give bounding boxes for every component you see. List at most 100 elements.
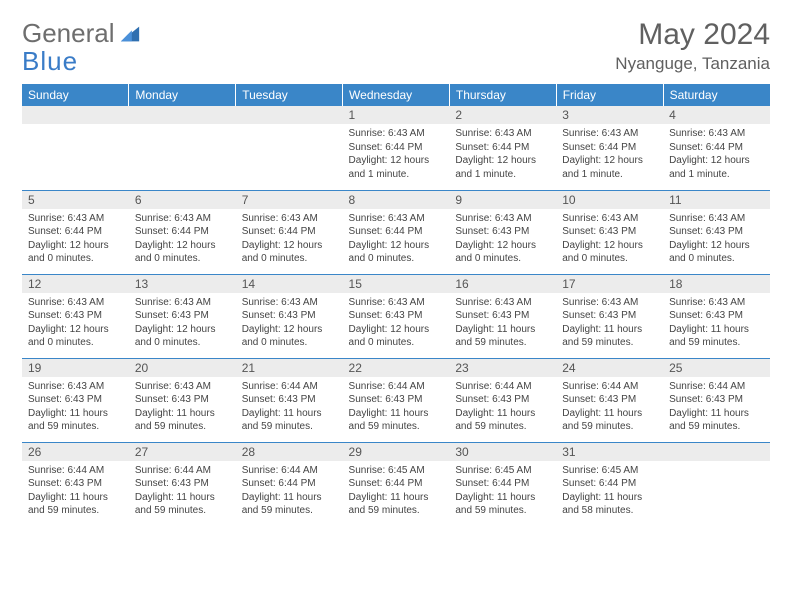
day-details: Sunrise: 6:43 AMSunset: 6:44 PMDaylight:…: [236, 209, 343, 272]
sunrise-text: Sunrise: 6:45 AM: [349, 464, 444, 478]
sunrise-text: Sunrise: 6:43 AM: [562, 212, 657, 226]
calendar-day-cell: [129, 106, 236, 190]
daylight-text: Daylight: 12 hours and 1 minute.: [669, 154, 764, 181]
daylight-text: Daylight: 12 hours and 0 minutes.: [135, 239, 230, 266]
brand-name-a: General: [22, 18, 115, 49]
calendar-day-cell: 6Sunrise: 6:43 AMSunset: 6:44 PMDaylight…: [129, 190, 236, 274]
day-details: Sunrise: 6:44 AMSunset: 6:43 PMDaylight:…: [236, 377, 343, 440]
day-number: [22, 106, 129, 124]
calendar-week-row: 19Sunrise: 6:43 AMSunset: 6:43 PMDayligh…: [22, 358, 770, 442]
day-number: 27: [129, 443, 236, 461]
day-details: Sunrise: 6:43 AMSunset: 6:44 PMDaylight:…: [129, 209, 236, 272]
calendar-day-cell: 12Sunrise: 6:43 AMSunset: 6:43 PMDayligh…: [22, 274, 129, 358]
sunset-text: Sunset: 6:44 PM: [349, 477, 444, 491]
calendar-day-cell: 29 Sunrise: 6:45 AMSunset: 6:44 PMDayligh…: [343, 442, 450, 526]
sunrise-text: Sunrise: 6:43 AM: [349, 296, 444, 310]
day-number: 19: [22, 359, 129, 377]
sunrise-text: Sunrise: 6:43 AM: [242, 212, 337, 226]
day-details: Sunrise: 6:43 AMSunset: 6:43 PMDaylight:…: [129, 293, 236, 356]
daylight-text: Daylight: 11 hours and 59 minutes.: [349, 407, 444, 434]
calendar-day-cell: 3Sunrise: 6:43 AMSunset: 6:44 PMDaylight…: [556, 106, 663, 190]
day-details: Sunrise: 6:45 AMSunset: 6:44 PMDaylight:…: [449, 461, 556, 524]
day-details: Sunrise: 6:43 AMSunset: 6:44 PMDaylight:…: [343, 209, 450, 272]
daylight-text: Daylight: 11 hours and 59 minutes.: [455, 407, 550, 434]
calendar-day-cell: 26Sunrise: 6:44 AMSunset: 6:43 PMDayligh…: [22, 442, 129, 526]
sunrise-text: Sunrise: 6:43 AM: [135, 212, 230, 226]
sunset-text: Sunset: 6:43 PM: [669, 309, 764, 323]
calendar-day-cell: 19Sunrise: 6:43 AMSunset: 6:43 PMDayligh…: [22, 358, 129, 442]
daylight-text: Daylight: 11 hours and 59 minutes.: [135, 407, 230, 434]
sunrise-text: Sunrise: 6:43 AM: [135, 380, 230, 394]
sunset-text: Sunset: 6:43 PM: [455, 393, 550, 407]
daylight-text: Daylight: 12 hours and 0 minutes.: [242, 239, 337, 266]
sunset-text: Sunset: 6:44 PM: [242, 225, 337, 239]
calendar-week-row: 12Sunrise: 6:43 AMSunset: 6:43 PMDayligh…: [22, 274, 770, 358]
day-details: Sunrise: 6:43 AMSunset: 6:43 PMDaylight:…: [22, 377, 129, 440]
day-number: 21: [236, 359, 343, 377]
brand-name-b: Blue: [22, 46, 78, 76]
calendar-day-cell: 17Sunrise: 6:43 AMSunset: 6:43 PMDayligh…: [556, 274, 663, 358]
daylight-text: Daylight: 12 hours and 1 minute.: [455, 154, 550, 181]
day-number: [663, 443, 770, 461]
sunrise-text: Sunrise: 6:43 AM: [669, 127, 764, 141]
calendar-day-cell: 15Sunrise: 6:43 AMSunset: 6:43 PMDayligh…: [343, 274, 450, 358]
day-details: [22, 124, 129, 133]
sunset-text: Sunset: 6:43 PM: [669, 225, 764, 239]
sunset-text: Sunset: 6:43 PM: [455, 309, 550, 323]
calendar-day-cell: 22Sunrise: 6:44 AMSunset: 6:43 PMDayligh…: [343, 358, 450, 442]
day-number: 1: [343, 106, 450, 124]
day-number: 22: [343, 359, 450, 377]
sunset-text: Sunset: 6:43 PM: [669, 393, 764, 407]
day-number: 25: [663, 359, 770, 377]
brand-logo: General: [22, 18, 145, 49]
daylight-text: Daylight: 11 hours and 59 minutes.: [28, 407, 123, 434]
sunrise-text: Sunrise: 6:44 AM: [28, 464, 123, 478]
header: General May 2024 Nyanguge, Tanzania: [22, 18, 770, 74]
sunset-text: Sunset: 6:44 PM: [28, 225, 123, 239]
day-number: 29: [343, 443, 450, 461]
daylight-text: Daylight: 12 hours and 1 minute.: [562, 154, 657, 181]
weekday-header: Wednesday: [343, 84, 450, 106]
calendar-day-cell: 7Sunrise: 6:43 AMSunset: 6:44 PMDaylight…: [236, 190, 343, 274]
day-number: 12: [22, 275, 129, 293]
calendar-day-cell: [236, 106, 343, 190]
daylight-text: Daylight: 11 hours and 59 minutes.: [349, 491, 444, 518]
daylight-text: Daylight: 12 hours and 0 minutes.: [135, 323, 230, 350]
calendar-day-cell: 5Sunrise: 6:43 AMSunset: 6:44 PMDaylight…: [22, 190, 129, 274]
day-number: 13: [129, 275, 236, 293]
calendar-week-row: 5Sunrise: 6:43 AMSunset: 6:44 PMDaylight…: [22, 190, 770, 274]
sunset-text: Sunset: 6:43 PM: [135, 477, 230, 491]
calendar-day-cell: 28Sunrise: 6:44 AMSunset: 6:44 PMDayligh…: [236, 442, 343, 526]
sunrise-text: Sunrise: 6:44 AM: [242, 380, 337, 394]
calendar-day-cell: 27Sunrise: 6:44 AMSunset: 6:43 PMDayligh…: [129, 442, 236, 526]
day-number: 14: [236, 275, 343, 293]
daylight-text: Daylight: 12 hours and 0 minutes.: [28, 323, 123, 350]
day-details: Sunrise: 6:43 AMSunset: 6:43 PMDaylight:…: [236, 293, 343, 356]
sunset-text: Sunset: 6:43 PM: [562, 225, 657, 239]
calendar-day-cell: 13Sunrise: 6:43 AMSunset: 6:43 PMDayligh…: [129, 274, 236, 358]
sunrise-text: Sunrise: 6:44 AM: [349, 380, 444, 394]
day-number: 5: [22, 191, 129, 209]
sunrise-text: Sunrise: 6:44 AM: [669, 380, 764, 394]
daylight-text: Daylight: 11 hours and 59 minutes.: [242, 491, 337, 518]
day-number: 11: [663, 191, 770, 209]
month-title: May 2024: [615, 18, 770, 52]
daylight-text: Daylight: 11 hours and 58 minutes.: [562, 491, 657, 518]
weekday-header: Monday: [129, 84, 236, 106]
calendar-day-cell: [663, 442, 770, 526]
daylight-text: Daylight: 11 hours and 59 minutes.: [562, 407, 657, 434]
day-details: Sunrise: 6:44 AMSunset: 6:43 PMDaylight:…: [449, 377, 556, 440]
day-number: 26: [22, 443, 129, 461]
sunset-text: Sunset: 6:43 PM: [242, 393, 337, 407]
day-number: 6: [129, 191, 236, 209]
sunrise-text: Sunrise: 6:44 AM: [455, 380, 550, 394]
sunset-text: Sunset: 6:43 PM: [28, 477, 123, 491]
sunrise-text: Sunrise: 6:43 AM: [28, 296, 123, 310]
weekday-header: Thursday: [449, 84, 556, 106]
sunrise-text: Sunrise: 6:43 AM: [562, 296, 657, 310]
sunset-text: Sunset: 6:43 PM: [242, 309, 337, 323]
day-number: 20: [129, 359, 236, 377]
sunset-text: Sunset: 6:44 PM: [669, 141, 764, 155]
sunset-text: Sunset: 6:43 PM: [135, 393, 230, 407]
day-details: Sunrise: 6:43 AMSunset: 6:43 PMDaylight:…: [663, 293, 770, 356]
